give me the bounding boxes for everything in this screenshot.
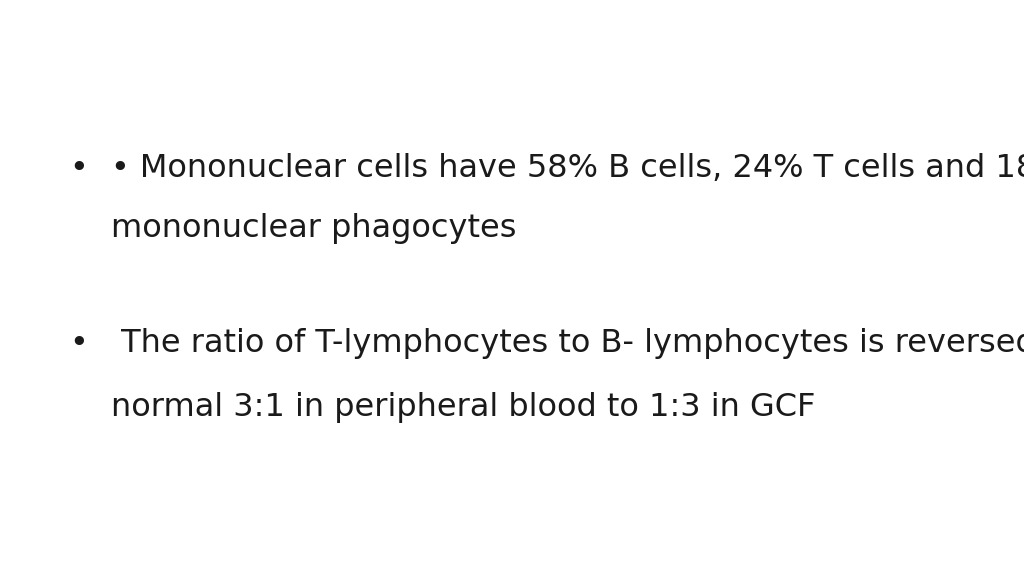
Text: • Mononuclear cells have 58% B cells, 24% T cells and 18%: • Mononuclear cells have 58% B cells, 24… xyxy=(111,153,1024,184)
Text: •: • xyxy=(70,328,88,359)
Text: normal 3:1 in peripheral blood to 1:3 in GCF: normal 3:1 in peripheral blood to 1:3 in… xyxy=(111,392,815,423)
Text: The ratio of T-lymphocytes to B- lymphocytes is reversed from from: The ratio of T-lymphocytes to B- lymphoc… xyxy=(111,328,1024,359)
Text: •: • xyxy=(70,153,88,184)
Text: mononuclear phagocytes: mononuclear phagocytes xyxy=(111,213,516,244)
